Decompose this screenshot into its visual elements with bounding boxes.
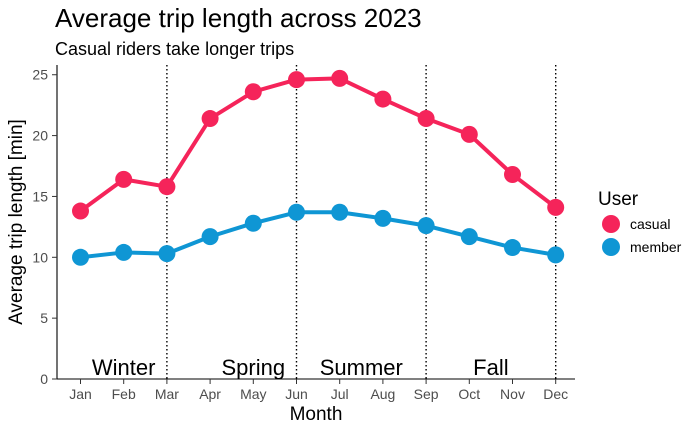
chart-title: Average trip length across 2023 xyxy=(55,3,422,33)
point-casual-sep xyxy=(417,110,435,128)
season-label-spring: Spring xyxy=(222,355,286,380)
x-axis-ticks: Jan Feb Mar Apr May Jun Jul Aug Sep Oct Nov Dec xyxy=(69,379,568,402)
x-tick-label-jun: Jun xyxy=(285,386,308,402)
point-casual-mar xyxy=(158,178,176,196)
y-tick-label: 10 xyxy=(32,249,48,265)
series-line-member xyxy=(80,210,557,260)
chart-subtitle: Casual riders take longer trips xyxy=(55,39,294,59)
season-labels: Winter Spring Summer Fall xyxy=(92,355,509,380)
point-member-feb xyxy=(115,243,133,261)
series-layer xyxy=(72,69,565,266)
point-casual-jan xyxy=(72,202,89,220)
y-tick-label: 15 xyxy=(32,188,48,204)
season-label-summer: Summer xyxy=(320,355,403,380)
point-member-jul xyxy=(331,203,349,221)
point-casual-jun xyxy=(288,71,305,89)
season-label-fall: Fall xyxy=(473,355,508,380)
x-tick-label-may: May xyxy=(240,386,266,402)
point-casual-may xyxy=(244,83,262,101)
x-tick-label-mar: Mar xyxy=(155,386,179,402)
legend-label-casual: casual xyxy=(630,216,670,232)
legend-key-casual xyxy=(602,215,620,233)
legend: User casual member xyxy=(598,189,682,256)
x-tick-label-dec: Dec xyxy=(543,386,568,402)
season-dividers xyxy=(166,65,557,379)
x-tick-label-aug: Aug xyxy=(370,386,395,402)
legend-key-member xyxy=(602,238,620,256)
x-tick-label-jul: Jul xyxy=(331,386,349,402)
x-tick-label-sep: Sep xyxy=(414,386,439,402)
legend-title: User xyxy=(598,189,639,210)
point-member-nov xyxy=(504,239,521,257)
point-member-dec xyxy=(547,246,565,264)
point-member-jan xyxy=(72,248,89,266)
point-casual-apr xyxy=(201,110,219,128)
y-tick-label: 25 xyxy=(32,67,48,83)
point-member-mar xyxy=(158,245,176,263)
point-casual-oct xyxy=(460,125,478,143)
point-casual-aug xyxy=(374,90,392,108)
y-tick-label: 20 xyxy=(32,128,48,144)
x-tick-label-jan: Jan xyxy=(69,386,92,402)
point-member-aug xyxy=(374,209,392,227)
series-line-casual xyxy=(79,76,557,213)
point-member-sep xyxy=(417,217,435,235)
x-tick-label-apr: Apr xyxy=(199,386,221,402)
point-casual-jul xyxy=(331,69,349,87)
point-casual-nov xyxy=(504,166,521,184)
y-axis-title: Average trip length [min] xyxy=(6,119,27,325)
point-member-jun xyxy=(288,203,305,221)
legend-label-member: member xyxy=(630,239,682,255)
x-tick-label-oct: Oct xyxy=(458,386,480,402)
x-tick-label-nov: Nov xyxy=(500,386,525,402)
x-axis-title: Month xyxy=(290,404,343,425)
x-tick-label-feb: Feb xyxy=(112,386,136,402)
point-casual-dec xyxy=(547,198,565,216)
point-member-may xyxy=(244,214,262,232)
point-casual-feb xyxy=(115,170,133,188)
y-axis-ticks: 0 5 10 15 20 25 xyxy=(32,67,57,387)
point-member-oct xyxy=(460,228,478,246)
point-member-apr xyxy=(201,228,219,246)
y-tick-label: 0 xyxy=(40,371,48,387)
y-tick-label: 5 xyxy=(40,310,48,326)
season-label-winter: Winter xyxy=(92,355,156,380)
